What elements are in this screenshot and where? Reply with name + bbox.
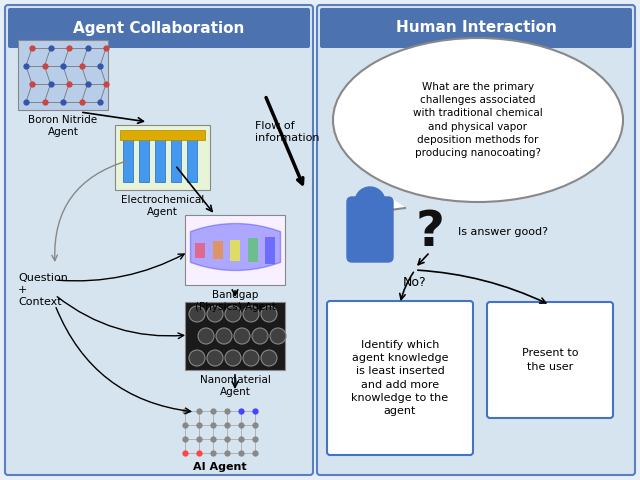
Circle shape [243,350,259,366]
Bar [155,133,165,182]
Text: Identify which
agent knowledge
is least inserted
and add more
knowledge to the
a: Identify which agent knowledge is least … [351,340,449,416]
FancyBboxPatch shape [347,197,393,262]
Bar [123,133,133,182]
Text: No?: No? [403,276,427,288]
Bar [212,241,223,259]
Bar [248,238,257,262]
Bar [139,133,149,182]
Text: Is answer good?: Is answer good? [458,227,548,237]
Circle shape [189,350,205,366]
Ellipse shape [333,38,623,202]
Circle shape [270,328,286,344]
Circle shape [207,306,223,322]
Circle shape [189,306,205,322]
Bar [18,40,108,110]
Text: Nanomaterial
Agent: Nanomaterial Agent [200,375,271,396]
Text: Agent Collaboration: Agent Collaboration [74,21,244,36]
Circle shape [207,350,223,366]
Text: Boron Nitride
Agent: Boron Nitride Agent [28,115,97,137]
Circle shape [355,187,385,217]
Circle shape [243,306,259,322]
FancyBboxPatch shape [317,5,635,475]
FancyBboxPatch shape [487,302,613,418]
Bar [120,130,205,140]
Circle shape [261,306,277,322]
Circle shape [225,306,241,322]
Bar [230,240,240,261]
Circle shape [198,328,214,344]
FancyBboxPatch shape [327,301,473,455]
Circle shape [234,328,250,344]
Text: Human Interaction: Human Interaction [396,21,556,36]
Text: Question
+
Context: Question + Context [18,274,68,307]
Text: Bandgap
(Physics) Agent: Bandgap (Physics) Agent [195,290,275,312]
Bar [187,133,197,182]
Text: AI Agent: AI Agent [193,462,247,472]
FancyBboxPatch shape [8,8,310,48]
Text: ?: ? [415,208,445,256]
Text: Flow of
information: Flow of information [255,121,319,143]
Circle shape [252,328,268,344]
Bar [185,302,285,370]
Circle shape [261,350,277,366]
Bar [185,215,285,285]
Polygon shape [375,198,405,212]
Text: Present to
the user: Present to the user [522,348,579,372]
Circle shape [225,350,241,366]
Text: What are the primary
challenges associated
with traditional chemical
and physica: What are the primary challenges associat… [413,82,543,158]
Bar [265,237,275,264]
FancyBboxPatch shape [320,8,632,48]
Text: Electrochemical
Agent: Electrochemical Agent [121,195,204,216]
Bar [171,133,181,182]
Bar [195,242,205,257]
FancyBboxPatch shape [5,5,313,475]
Bar [115,125,210,190]
Circle shape [216,328,232,344]
